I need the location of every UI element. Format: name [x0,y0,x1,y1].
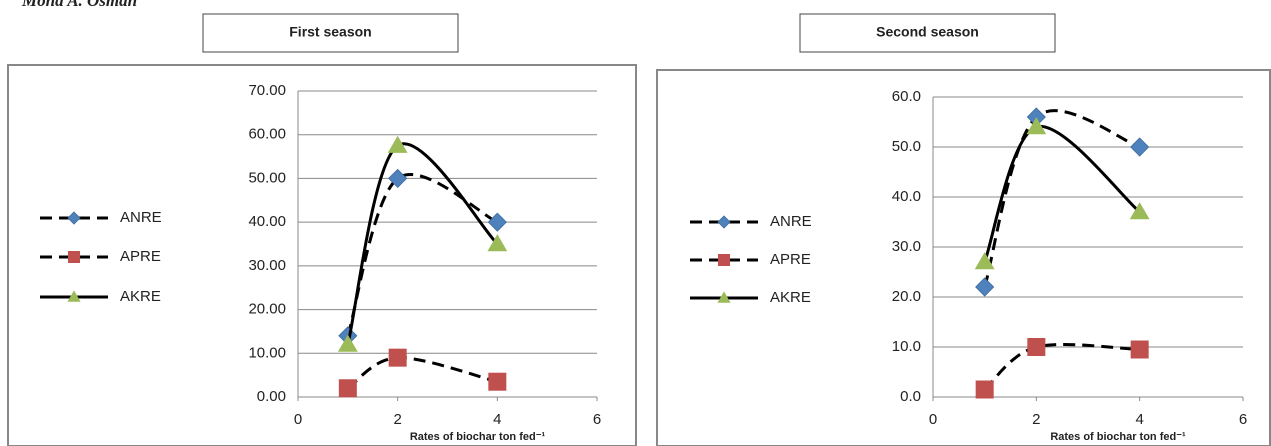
title-box [202,13,459,53]
y-tick-label: 50.00 [248,169,286,186]
chart-title: First season [289,24,371,40]
legend-label: AKRE [770,289,811,306]
y-tick-label: 50.0 [892,138,921,155]
y-tick-label: 20.00 [248,301,286,318]
y-tick-label: 0.00 [257,388,286,405]
y-tick-label: 40.00 [248,213,286,230]
x-tick-label: 6 [1239,411,1247,428]
legend-marker [717,215,731,229]
marker-square [338,379,357,398]
marker-triangle [1129,202,1150,220]
marker-diamond [388,168,408,188]
y-tick-label: 30.0 [892,238,921,255]
series-line [983,343,1140,391]
y-tick-label: 10.00 [248,344,286,361]
x-tick-label: 4 [1135,411,1143,428]
marker-triangle [337,334,358,352]
series-line [346,173,499,337]
marker-triangle [1026,117,1047,135]
marker-square [975,380,994,399]
title-box [799,13,1056,53]
series-line [346,356,498,390]
marker-diamond [975,277,995,297]
x-tick-label: 0 [929,411,937,428]
marker-triangle [487,234,508,252]
marker-diamond [1130,137,1150,157]
legend-label: APRE [120,248,161,265]
legend-marker [68,251,80,263]
legend-marker [67,290,81,302]
y-tick-label: 60.00 [248,126,286,143]
x-tick-label: 4 [493,411,501,428]
x-axis-label: Rates of biochar ton fed⁻¹ [1050,431,1186,443]
legend-label: ANRE [120,209,162,226]
y-tick-label: 60.0 [892,88,921,105]
series-line [346,142,499,345]
x-tick-label: 2 [1032,411,1040,428]
chart-frame [7,64,637,446]
marker-square [1130,340,1149,359]
legend-label: AKRE [120,288,161,305]
marker-square [388,348,407,367]
x-tick-label: 0 [294,411,302,428]
y-tick-label: 40.0 [892,188,921,205]
chart-title: Second season [876,24,979,40]
legend-label: APRE [770,251,811,268]
marker-square [1027,338,1046,356]
y-tick-label: 70.00 [248,82,286,99]
legend-marker [717,291,731,303]
y-tick-label: 10.0 [892,338,921,355]
x-axis-label: Rates of biochar ton fed⁻¹ [410,431,546,443]
marker-triangle [974,252,995,270]
marker-triangle [387,135,408,153]
author: Mona A. Osman [21,0,137,10]
chart-frame [656,69,1271,446]
y-tick-label: 30.00 [248,257,286,274]
legend-marker [718,254,730,266]
legend-label: ANRE [770,213,812,230]
x-tick-label: 2 [393,411,401,428]
x-tick-label: 6 [593,411,601,428]
marker-square [488,372,507,391]
legend-marker [67,211,81,225]
marker-diamond [487,212,507,232]
y-tick-label: 0.0 [900,388,921,405]
y-tick-label: 20.0 [892,288,921,305]
